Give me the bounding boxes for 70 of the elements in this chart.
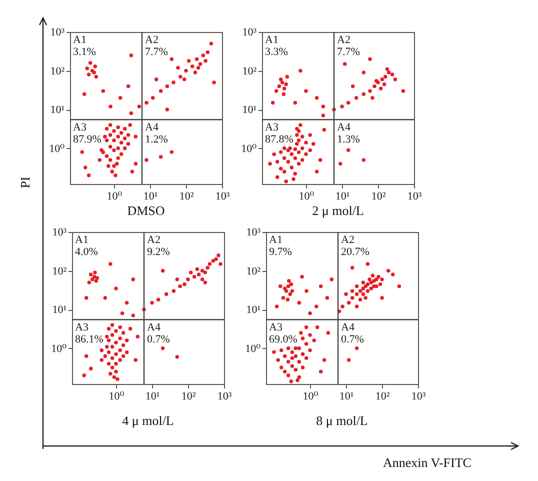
- x-tick-label: 10¹: [145, 390, 160, 402]
- annotation: 1.2%: [145, 134, 168, 146]
- annotation: 69.0%: [269, 334, 298, 346]
- annotation: 3.1%: [73, 46, 96, 58]
- annotation: 0.7%: [341, 334, 364, 346]
- x-tick-label: 10³: [217, 390, 232, 402]
- x-tick-label: 10²: [371, 190, 386, 202]
- annotation: A3: [75, 322, 89, 334]
- annotation: A4: [337, 122, 351, 134]
- x-tick-label: 10³: [215, 190, 230, 202]
- y-tick-label: 10¹: [246, 304, 260, 316]
- y-tick-label: 10²: [50, 65, 66, 78]
- annotation: A3: [265, 122, 279, 134]
- x-tick-label: 10¹: [339, 390, 354, 402]
- x-axis-title: Annexin V-FITC: [383, 454, 472, 470]
- annotation: 9.7%: [269, 246, 292, 258]
- annotation: 7.7%: [145, 46, 168, 58]
- annotation: 20.7%: [341, 246, 370, 258]
- y-tick-label: 10³: [52, 226, 68, 238]
- y-tick-label: 10³: [246, 226, 262, 238]
- y-tick-label: 10²: [242, 65, 258, 78]
- text: DMSO: [127, 203, 165, 218]
- annotation: A2: [145, 34, 158, 46]
- annotation: 87.8%: [265, 134, 294, 146]
- text: 8 μ mol/L: [316, 413, 368, 428]
- x-tick-label: 10²: [181, 390, 196, 402]
- annotation: 1.3%: [337, 134, 360, 146]
- annotation: A4: [341, 322, 355, 334]
- x-tick-label: 10¹: [335, 190, 350, 202]
- y-tick-label: 10²: [246, 265, 262, 278]
- x-tick-label: 10¹: [143, 190, 158, 202]
- annotation: A1: [265, 34, 278, 46]
- text: 4 μ mol/L: [122, 413, 174, 428]
- y-axis-title: PI: [17, 176, 32, 188]
- annotation: 0.7%: [147, 334, 170, 346]
- annotation: 7.7%: [337, 46, 360, 58]
- y-tick-label: 10⁰: [241, 142, 258, 155]
- annotation: A4: [147, 322, 161, 334]
- y-tick-label: 10⁰: [51, 342, 68, 355]
- annotation: A2: [147, 234, 160, 246]
- annotation: A1: [269, 234, 282, 246]
- y-tick-label: 10³: [242, 26, 258, 38]
- annotation: A1: [73, 34, 86, 46]
- y-tick-label: 10¹: [50, 104, 64, 116]
- y-tick-label: 10²: [52, 265, 68, 278]
- y-tick-label: 10⁰: [245, 342, 262, 355]
- annotation: A2: [341, 234, 354, 246]
- x-tick-label: 10²: [375, 390, 390, 402]
- y-tick-label: 10³: [50, 26, 66, 38]
- annotation: A4: [145, 122, 159, 134]
- x-tick-label: 10⁰: [302, 390, 319, 402]
- annotation: 9.2%: [147, 246, 170, 258]
- x-tick-label: 10⁰: [298, 190, 315, 202]
- annotation: 86.1%: [75, 334, 104, 346]
- annotation: A3: [269, 322, 283, 334]
- y-tick-label: 10¹: [52, 304, 66, 316]
- x-tick-label: 10³: [407, 190, 422, 202]
- x-tick-label: 10⁰: [106, 190, 123, 202]
- y-tick-label: 10¹: [242, 104, 256, 116]
- annotation: 4.0%: [75, 246, 98, 258]
- annotation: A3: [73, 122, 87, 134]
- x-tick-label: 10⁰: [108, 390, 125, 402]
- text: 2 μ mol/L: [312, 203, 364, 218]
- annotation: A1: [75, 234, 88, 246]
- y-tick-label: 10⁰: [49, 142, 66, 155]
- x-tick-label: 10²: [179, 190, 194, 202]
- annotation: A2: [337, 34, 350, 46]
- annotation: 87.9%: [73, 134, 102, 146]
- annotation: 3.3%: [265, 46, 288, 58]
- x-tick-label: 10³: [411, 390, 426, 402]
